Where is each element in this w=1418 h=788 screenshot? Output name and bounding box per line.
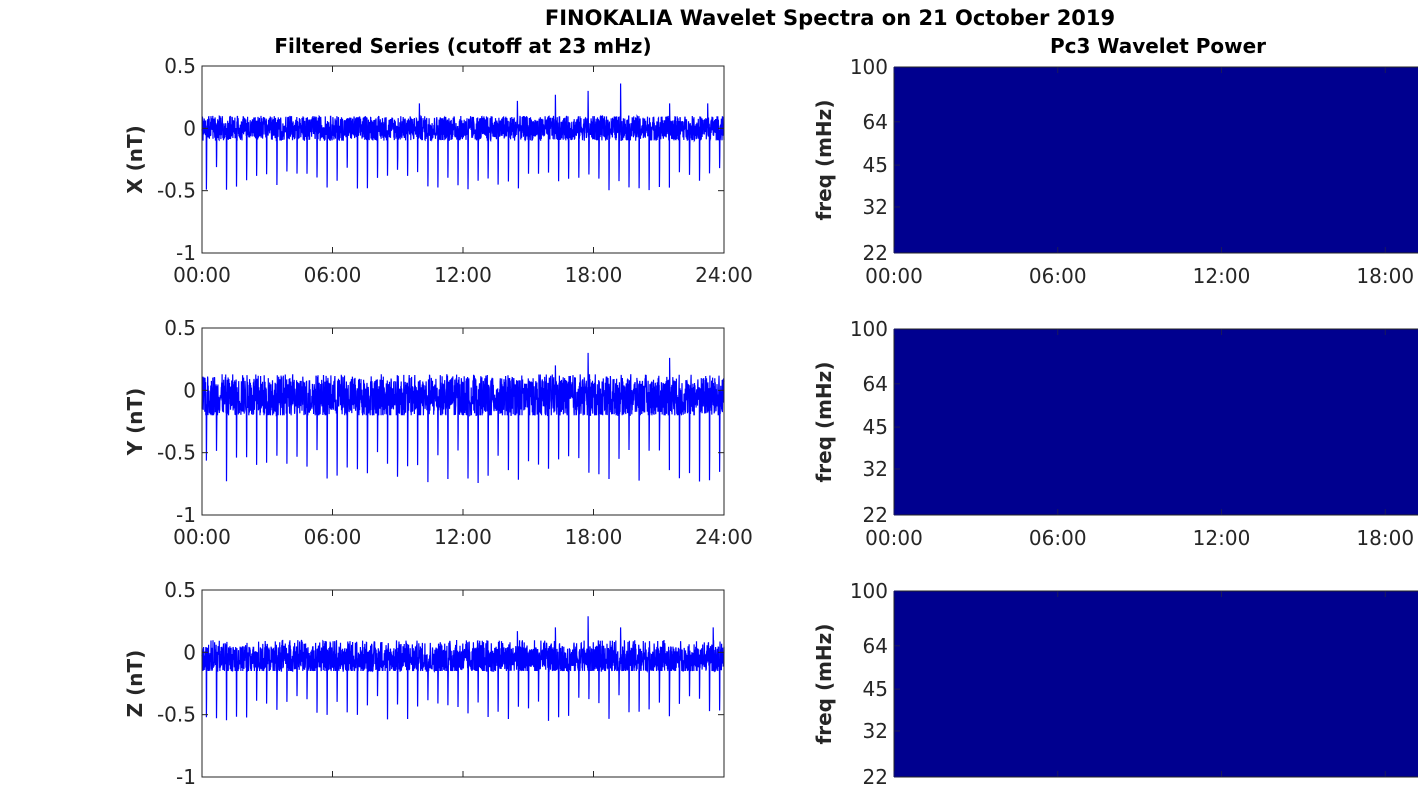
y-tick-label: 0 (183, 640, 196, 664)
y-tick-label: 45 (863, 677, 888, 701)
y-tick-label: 32 (863, 719, 888, 743)
y-tick-label: -0.5 (157, 703, 196, 727)
x-tick-label: 24:00 (695, 525, 753, 549)
y-tick-label: 100 (850, 579, 888, 603)
y-tick-label: 0 (183, 116, 196, 140)
wavelet-power-map (894, 67, 1418, 253)
axes-box (201, 327, 725, 516)
x-tick-label: 00:00 (173, 525, 231, 549)
y-tick-label: 32 (863, 457, 888, 481)
z-spectrum-panel: 22 32 45 64 100 freq (mHz) (812, 579, 1418, 788)
y-axis-label: X (nT) (123, 125, 147, 194)
wavelet-power-map (894, 591, 1418, 777)
y-series-panel: -1 -0.5 0 0.5 00:00 06:00 12:00 18:00 24:00 Y (nT… (123, 316, 753, 549)
x-tick-label: 06:00 (1029, 264, 1087, 288)
y-axis-label: Y (nT) (123, 388, 147, 457)
x-tick-label: 12:00 (434, 263, 492, 287)
x-tick-label: 06:00 (304, 525, 362, 549)
x-tick-label: 00:00 (865, 526, 923, 550)
x-series-panel: -1 -0.5 0 0.5 00:00 06:00 12:00 18:00 24:00 X (nT… (123, 54, 753, 287)
series-line-x (201, 83, 725, 191)
x-tick-label: 18:00 (1356, 526, 1414, 550)
x-tick-label: 00:00 (173, 263, 231, 287)
x-tick-label: 06:00 (1029, 526, 1087, 550)
y-tick-label: 45 (863, 153, 888, 177)
y-tick-label: 45 (863, 415, 888, 439)
series-line-y (201, 352, 725, 484)
x-tick-label: 12:00 (1193, 526, 1251, 550)
x-tick-label: 18:00 (565, 525, 623, 549)
y-tick-label: 0.5 (164, 54, 196, 78)
y-tick-label: 64 (863, 634, 888, 658)
right-column-title: Pc3 Wavelet Power (1050, 34, 1266, 58)
x-tick-label: 24:00 (695, 263, 753, 287)
axes-box (201, 589, 725, 778)
y-tick-label: 0.5 (164, 578, 196, 602)
y-axis-label: Z (nT) (123, 650, 147, 718)
y-tick-label: 0 (183, 378, 196, 402)
axes-box (201, 65, 725, 254)
series-line-z (201, 616, 725, 721)
y-tick-label: 22 (863, 503, 888, 527)
x-tick-label: 12:00 (434, 525, 492, 549)
y-tick-label: 100 (850, 55, 888, 79)
y-tick-label: 22 (863, 765, 888, 788)
x-tick-label: 18:00 (565, 263, 623, 287)
y-tick-label: -1 (176, 765, 196, 788)
y-axis-label: freq (mHz) (812, 624, 836, 745)
y-tick-label: -1 (176, 241, 196, 265)
y-tick-label: 32 (863, 195, 888, 219)
y-tick-label: -0.5 (157, 179, 196, 203)
y-tick-label: 22 (863, 241, 888, 265)
z-series-panel: -1 -0.5 0 0.5 Z (nT) (123, 578, 725, 788)
y-tick-label: 100 (850, 317, 888, 341)
y-tick-label: 64 (863, 372, 888, 396)
x-tick-label: 18:00 (1356, 264, 1414, 288)
y-tick-label: 0.5 (164, 316, 196, 340)
wavelet-power-map (894, 329, 1418, 515)
y-tick-label: 64 (863, 110, 888, 134)
x-tick-label: 12:00 (1193, 264, 1251, 288)
x-tick-label: 06:00 (304, 263, 362, 287)
y-axis-label: freq (mHz) (812, 362, 836, 483)
y-tick-label: -0.5 (157, 441, 196, 465)
figure-title: FINOKALIA Wavelet Spectra on 21 October … (545, 6, 1115, 30)
y-tick-label: -1 (176, 503, 196, 527)
y-axis-label: freq (mHz) (812, 100, 836, 221)
left-column-title: Filtered Series (cutoff at 23 mHz) (274, 34, 651, 58)
x-tick-label: 00:00 (865, 264, 923, 288)
